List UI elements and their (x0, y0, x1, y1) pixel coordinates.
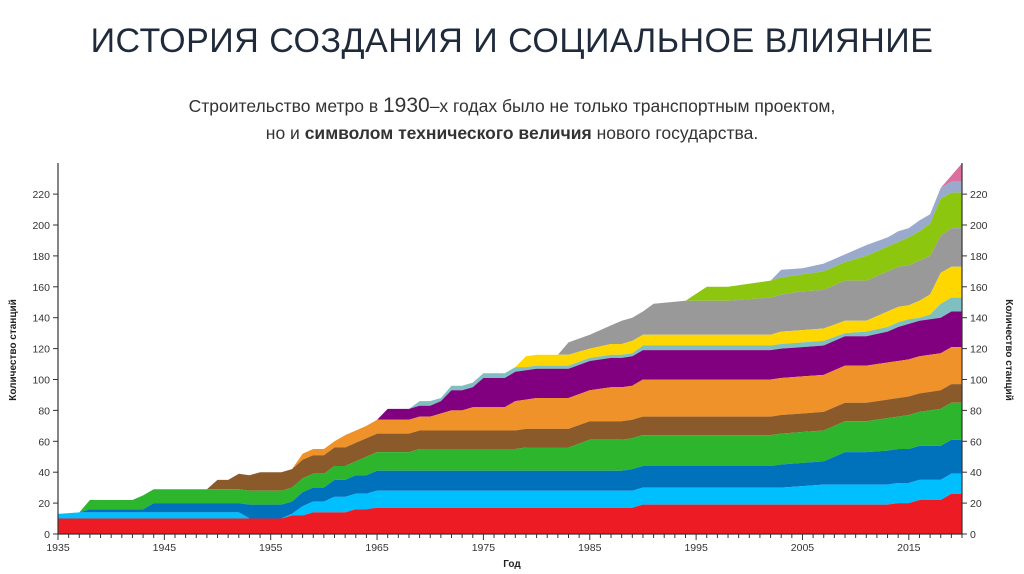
y-tick-label: 0 (970, 529, 976, 541)
y-tick-label: 40 (38, 467, 50, 479)
y-tick-label: 200 (970, 220, 988, 232)
y-tick-label: 140 (32, 313, 50, 325)
x-tick-label: 1955 (259, 542, 283, 554)
y-axis-label-left: Количество станций (8, 299, 19, 401)
y-tick-label: 220 (32, 189, 50, 201)
y-tick-label: 180 (32, 251, 50, 263)
y-tick-label: 160 (970, 282, 988, 294)
y-tick-label: 220 (970, 189, 988, 201)
y-tick-label: 100 (32, 375, 50, 387)
subtitle-text: нового государства. (591, 123, 759, 143)
y-tick-label: 40 (970, 467, 982, 479)
y-tick-label: 0 (44, 529, 50, 541)
x-tick-label: 1935 (46, 542, 70, 554)
x-tick-label: 1995 (684, 542, 708, 554)
area-series-4 (58, 402, 962, 514)
x-axis-label: Год (503, 559, 521, 570)
area-series-1 (58, 493, 962, 534)
subtitle-bold: символом технического величия (304, 123, 592, 143)
x-tick-label: 2005 (791, 542, 815, 554)
x-tick-label: 1975 (472, 542, 496, 554)
y-tick-label: 20 (970, 498, 982, 510)
y-tick-label: 120 (32, 344, 50, 356)
area-series-7 (58, 311, 962, 514)
subtitle-text: но и (265, 123, 305, 143)
x-tick-label: 1945 (153, 542, 177, 554)
y-axis-label-right: Количество станций (1003, 299, 1014, 401)
subtitle: Строительство метро в 1930–х годах было … (0, 92, 1024, 147)
area-series-3 (58, 439, 962, 519)
y-tick-label: 120 (970, 344, 988, 356)
x-tick-label: 1965 (365, 542, 389, 554)
x-tick-label: 1985 (578, 542, 602, 554)
y-tick-label: 60 (970, 436, 982, 448)
subtitle-text: –х годах было не только транспортным про… (429, 96, 836, 116)
x-tick-label: 2015 (897, 542, 921, 554)
area-series-2 (58, 473, 962, 519)
y-tick-label: 20 (38, 498, 50, 510)
y-tick-label: 180 (970, 251, 988, 263)
y-tick-label: 100 (970, 375, 988, 387)
y-tick-label: 60 (38, 436, 50, 448)
y-tick-label: 140 (970, 313, 988, 325)
y-tick-label: 160 (32, 282, 50, 294)
page-title: ИСТОРИЯ СОЗДАНИЯ И СОЦИАЛЬНОЕ ВЛИЯНИЕ (90, 22, 934, 60)
y-tick-label: 80 (970, 405, 982, 417)
y-tick-label: 80 (38, 405, 50, 417)
subtitle-text: Строительство метро в (188, 96, 383, 116)
y-tick-label: 200 (32, 220, 50, 232)
subtitle-year: 1930 (382, 94, 430, 117)
